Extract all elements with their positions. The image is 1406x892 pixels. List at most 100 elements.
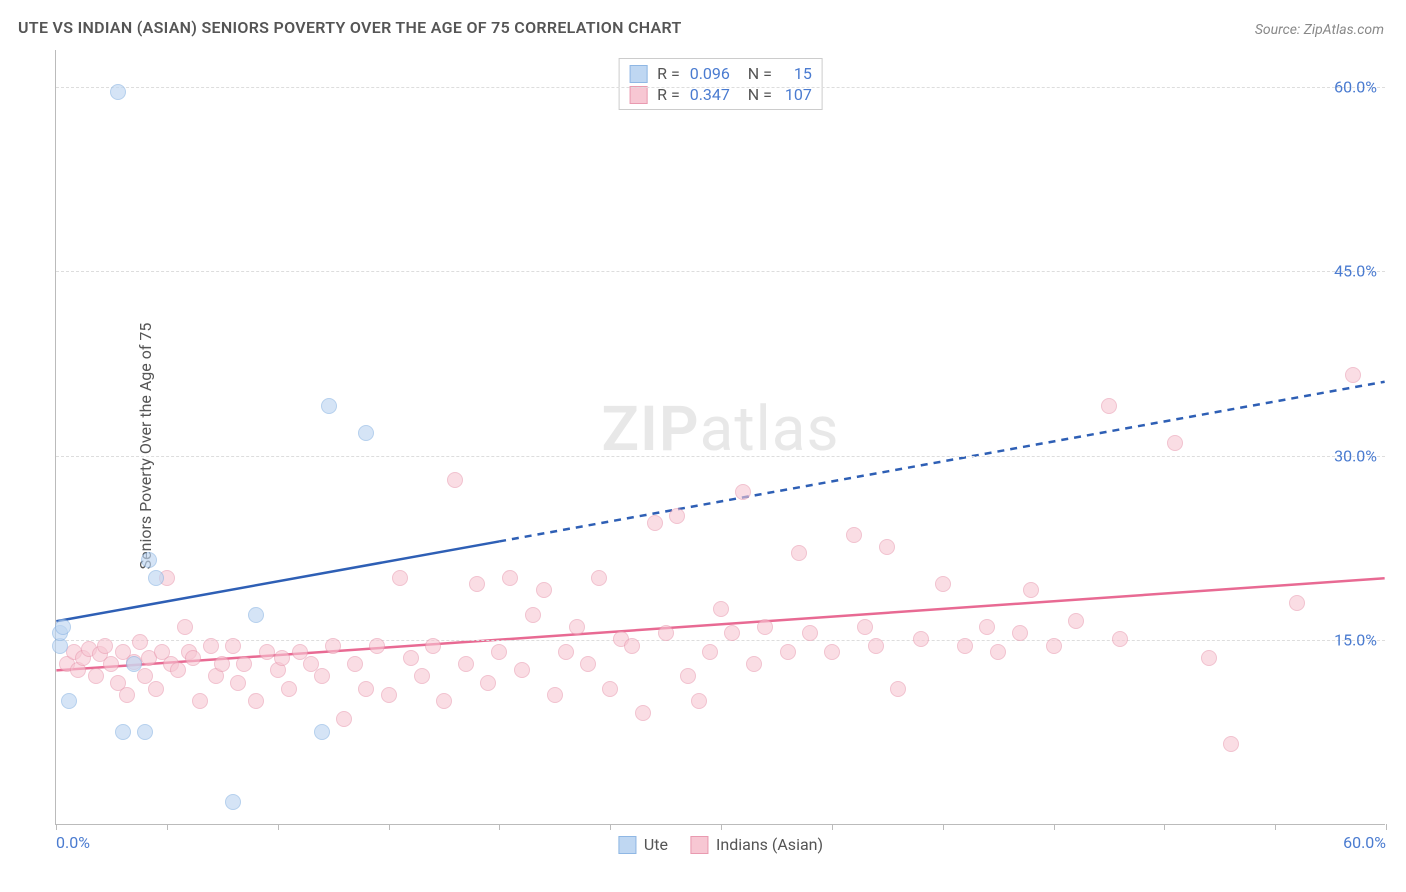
indians-point — [88, 668, 104, 684]
legend-stats-row-ute: R = 0.096 N = 15 — [629, 63, 812, 84]
indians-point — [314, 668, 330, 684]
indians-point — [1345, 367, 1361, 383]
indians-point — [203, 638, 219, 654]
indians-point — [979, 619, 995, 635]
indians-point — [602, 681, 618, 697]
indians-point — [525, 607, 541, 623]
indians-point — [857, 619, 873, 635]
indians-point — [680, 668, 696, 684]
indians-point — [868, 638, 884, 654]
indians-point — [1223, 736, 1239, 752]
legend-series: Ute Indians (Asian) — [618, 835, 823, 854]
n-value-ute: 15 — [782, 64, 812, 83]
indians-point — [1046, 638, 1062, 654]
indians-point — [458, 656, 474, 672]
indians-point — [325, 638, 341, 654]
y-tick-label: 30.0% — [1334, 446, 1377, 465]
indians-point — [425, 638, 441, 654]
indians-point — [647, 515, 663, 531]
indians-point — [724, 625, 740, 641]
indians-point — [735, 484, 751, 500]
x-tick-mark — [167, 824, 168, 830]
plot-area: ZIPatlas R = 0.096 N = 15 R = 0.347 N = … — [55, 50, 1385, 825]
ute-point — [314, 724, 330, 740]
indians-point — [791, 545, 807, 561]
y-tick-label: 45.0% — [1334, 262, 1377, 281]
indians-point — [802, 625, 818, 641]
ute-point — [358, 425, 374, 441]
gridline — [56, 456, 1385, 457]
legend-label-indians: Indians (Asian) — [716, 835, 823, 854]
x-tick-mark — [1164, 824, 1165, 830]
indians-point — [403, 650, 419, 666]
indians-point — [502, 570, 518, 586]
x-tick-mark — [56, 824, 57, 830]
indians-point — [624, 638, 640, 654]
ute-point — [115, 724, 131, 740]
indians-point — [1023, 582, 1039, 598]
indians-point — [369, 638, 385, 654]
regression-line — [499, 382, 1385, 542]
x-tick-label: 60.0% — [1343, 833, 1386, 852]
indians-point — [580, 656, 596, 672]
regression-line — [56, 541, 499, 621]
indians-point — [780, 644, 796, 660]
ute-point — [126, 656, 142, 672]
indians-point — [691, 693, 707, 709]
indians-point — [214, 656, 230, 672]
indians-point — [236, 656, 252, 672]
x-tick-mark — [389, 824, 390, 830]
legend-label-ute: Ute — [644, 835, 668, 854]
indians-point — [702, 644, 718, 660]
x-tick-mark — [1054, 824, 1055, 830]
x-tick-mark — [943, 824, 944, 830]
legend-stats: R = 0.096 N = 15 R = 0.347 N = 107 — [618, 58, 823, 110]
ute-point — [110, 84, 126, 100]
n-label: N = — [748, 64, 772, 83]
x-tick-mark — [721, 824, 722, 830]
indians-point — [119, 687, 135, 703]
indians-point — [336, 711, 352, 727]
indians-point — [97, 638, 113, 654]
x-tick-mark — [832, 824, 833, 830]
ute-point — [225, 794, 241, 810]
ute-point — [137, 724, 153, 740]
ute-point — [321, 398, 337, 414]
indians-point — [536, 582, 552, 598]
r-label: R = — [657, 64, 680, 83]
legend-swatch-indians — [629, 86, 647, 104]
indians-point — [1101, 398, 1117, 414]
indians-point — [177, 619, 193, 635]
x-tick-mark — [1386, 824, 1387, 830]
indians-point — [514, 662, 530, 678]
ute-point — [55, 619, 71, 635]
ute-point — [61, 693, 77, 709]
indians-point — [230, 675, 246, 691]
source-label: Source: ZipAtlas.com — [1255, 22, 1384, 38]
gridline — [56, 87, 1385, 88]
indians-point — [381, 687, 397, 703]
x-tick-label: 0.0% — [56, 833, 90, 852]
indians-point — [185, 650, 201, 666]
x-tick-mark — [278, 824, 279, 830]
regression-line — [56, 578, 1384, 670]
y-tick-label: 15.0% — [1334, 631, 1377, 650]
ute-point — [248, 607, 264, 623]
legend-swatch-indians-bottom — [690, 836, 708, 854]
legend-item-indians: Indians (Asian) — [690, 835, 823, 854]
indians-point — [225, 638, 241, 654]
indians-point — [358, 681, 374, 697]
indians-point — [713, 601, 729, 617]
indians-point — [170, 662, 186, 678]
indians-point — [103, 656, 119, 672]
indians-point — [591, 570, 607, 586]
indians-point — [1289, 595, 1305, 611]
indians-point — [480, 675, 496, 691]
indians-point — [392, 570, 408, 586]
indians-point — [879, 539, 895, 555]
indians-point — [824, 644, 840, 660]
chart-title: UTE VS INDIAN (ASIAN) SENIORS POVERTY OV… — [18, 18, 682, 37]
indians-point — [913, 631, 929, 647]
x-tick-mark — [1275, 824, 1276, 830]
indians-point — [1012, 625, 1028, 641]
